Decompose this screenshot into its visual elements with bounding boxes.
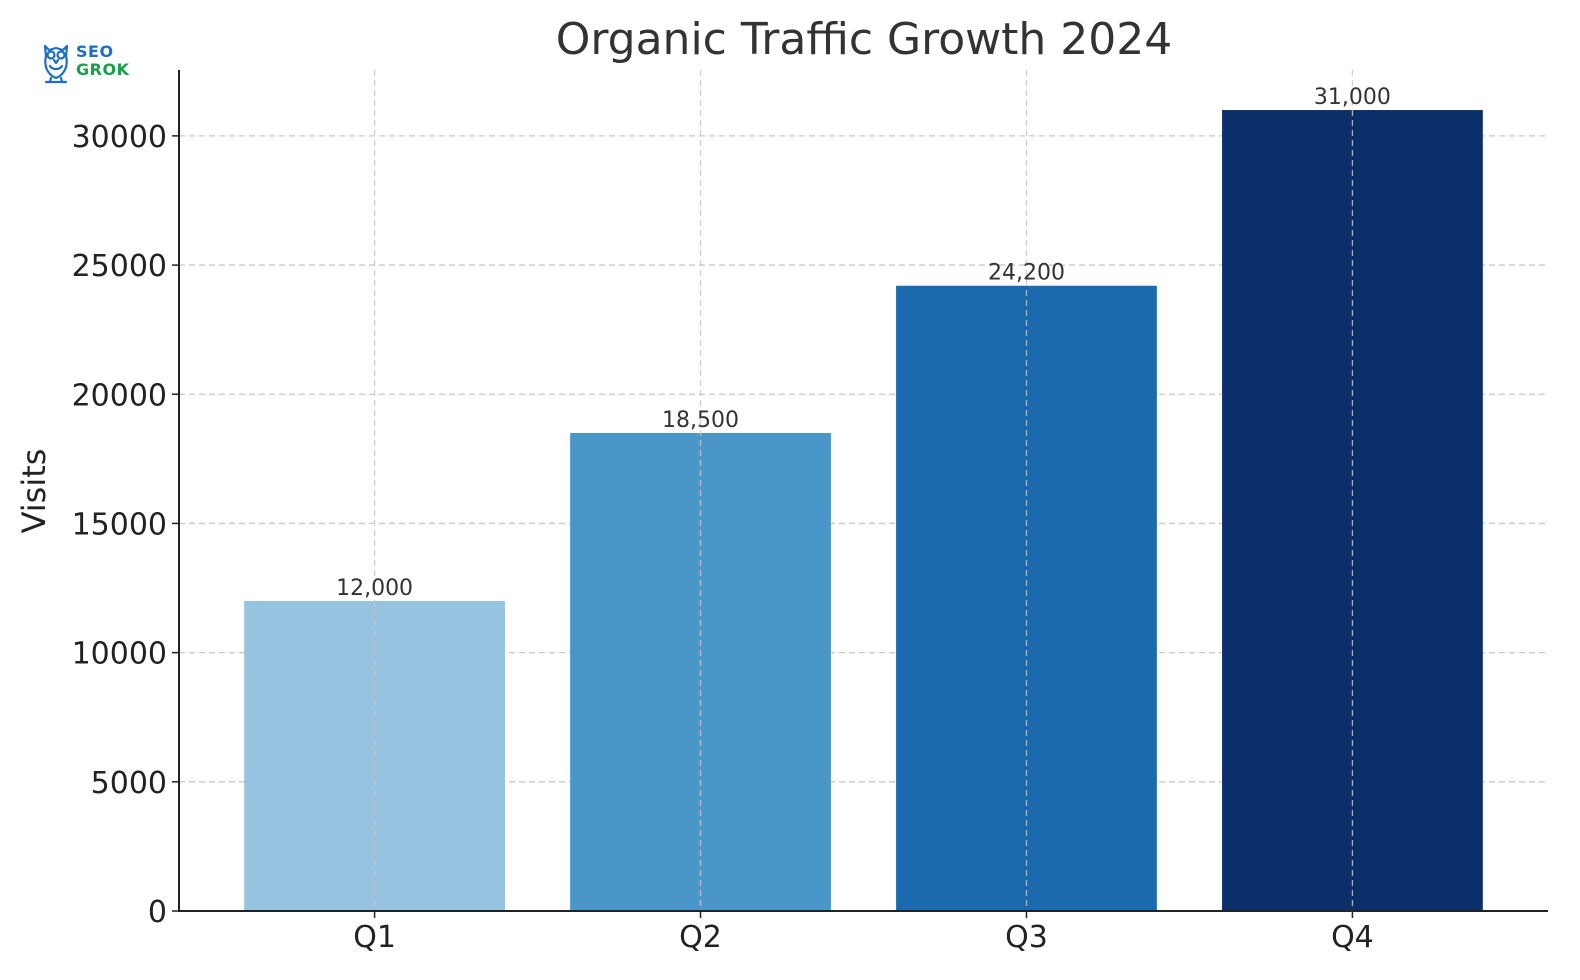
- x-tick-label: Q1: [353, 920, 396, 955]
- bar-q3: [896, 285, 1157, 912]
- value-label: 31,000: [1314, 85, 1391, 110]
- x-tick-label: Q2: [679, 920, 722, 955]
- value-label: 18,500: [662, 408, 739, 433]
- y-tick-label: 10000: [72, 637, 167, 672]
- y-tick-label: 30000: [72, 120, 167, 155]
- value-labels: 12,000 18,500 24,200 31,000: [336, 85, 1391, 601]
- tick-labels: 0 5000 10000 15000 20000 25000 30000 Q1 Q2 Q3 Q4: [72, 120, 1374, 955]
- axes: [172, 70, 1548, 918]
- chart-title: Organic Traffic Growth 2024: [556, 14, 1173, 65]
- y-tick-label: 25000: [72, 249, 167, 284]
- value-label: 12,000: [336, 576, 413, 601]
- vertical-grid-lines: [373, 70, 1354, 911]
- y-tick-label: 0: [148, 895, 167, 930]
- x-tick-label: Q4: [1331, 920, 1374, 955]
- logo-text-seo: SEO: [76, 42, 114, 61]
- logo-text-grok: GROK: [76, 60, 130, 79]
- seo-grok-logo: SEO GROK: [40, 40, 140, 88]
- y-tick-label: 5000: [91, 766, 167, 801]
- owl-icon: [43, 44, 69, 84]
- x-tick-label: Q3: [1005, 920, 1048, 955]
- y-tick-label: 15000: [72, 507, 167, 542]
- y-tick-label: 20000: [72, 378, 167, 413]
- value-label: 24,200: [988, 261, 1065, 286]
- bars: [244, 110, 1483, 912]
- y-axis-label: Visits: [15, 449, 53, 534]
